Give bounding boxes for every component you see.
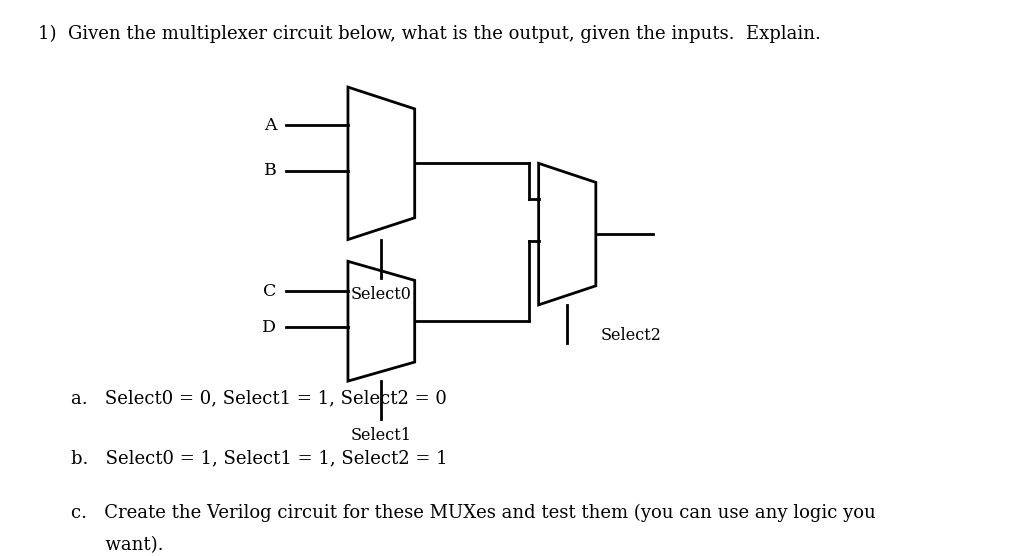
- Text: Select1: Select1: [351, 428, 412, 444]
- Text: a.   Select0 = 0, Select1 = 1, Select2 = 0: a. Select0 = 0, Select1 = 1, Select2 = 0: [72, 389, 447, 407]
- Polygon shape: [348, 87, 415, 240]
- Text: c.   Create the Verilog circuit for these MUXes and test them (you can use any l: c. Create the Verilog circuit for these …: [72, 504, 877, 522]
- Text: B: B: [264, 162, 276, 180]
- Text: D: D: [262, 319, 276, 336]
- Polygon shape: [539, 163, 596, 305]
- Text: 1)  Given the multiplexer circuit below, what is the output, given the inputs.  : 1) Given the multiplexer circuit below, …: [38, 24, 821, 43]
- Text: b.   Select0 = 1, Select1 = 1, Select2 = 1: b. Select0 = 1, Select1 = 1, Select2 = 1: [72, 449, 449, 467]
- Text: Select2: Select2: [601, 327, 662, 344]
- Text: A: A: [264, 117, 276, 133]
- Text: want).: want).: [72, 536, 164, 554]
- Text: Select0: Select0: [351, 286, 412, 303]
- Text: C: C: [263, 283, 276, 300]
- Polygon shape: [348, 261, 415, 381]
